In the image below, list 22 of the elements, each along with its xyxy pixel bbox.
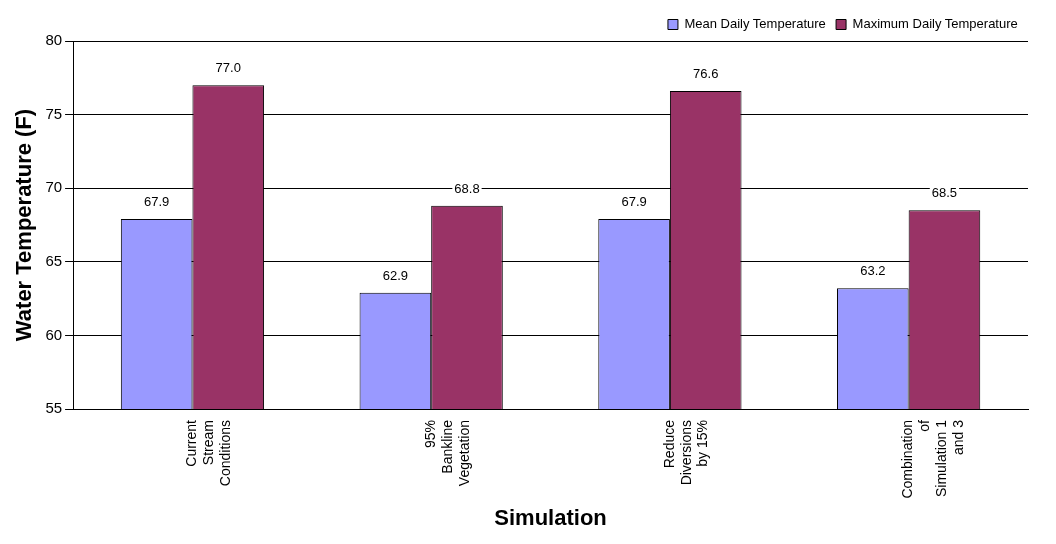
data-label: 67.9 xyxy=(143,194,170,210)
y-tick-label: 55 xyxy=(45,399,63,417)
y-tick-label: 60 xyxy=(45,325,63,343)
data-label: 63.2 xyxy=(860,263,886,279)
y-tick-label: 70 xyxy=(45,178,63,196)
legend-label: Maximum Daily Temperature xyxy=(852,16,1018,32)
y-tick-label: 80 xyxy=(45,31,63,49)
data-label: 68.8 xyxy=(454,180,480,196)
x-axis-title: Simulation xyxy=(494,504,607,530)
x-tick-label: Combination of Simulation 1 and 3 xyxy=(899,419,966,499)
data-label: 77.0 xyxy=(215,60,241,76)
y-tick-label: 65 xyxy=(45,251,63,269)
x-tick-label: Reduce Diversions by 15% xyxy=(660,419,711,486)
data-label: 76.6 xyxy=(693,66,719,82)
x-tick-label: Current Stream Conditions xyxy=(183,419,233,487)
data-label: 68.5 xyxy=(931,185,958,201)
y-tick-label: 75 xyxy=(45,104,63,122)
legend-label: Mean Daily Temperature xyxy=(684,16,826,32)
y-axis-title: Water Temperature (F) xyxy=(11,108,37,342)
data-label: 67.9 xyxy=(621,194,647,210)
x-tick-label: 95% Bankline Vegetation xyxy=(422,419,472,487)
data-label: 62.9 xyxy=(382,267,409,283)
